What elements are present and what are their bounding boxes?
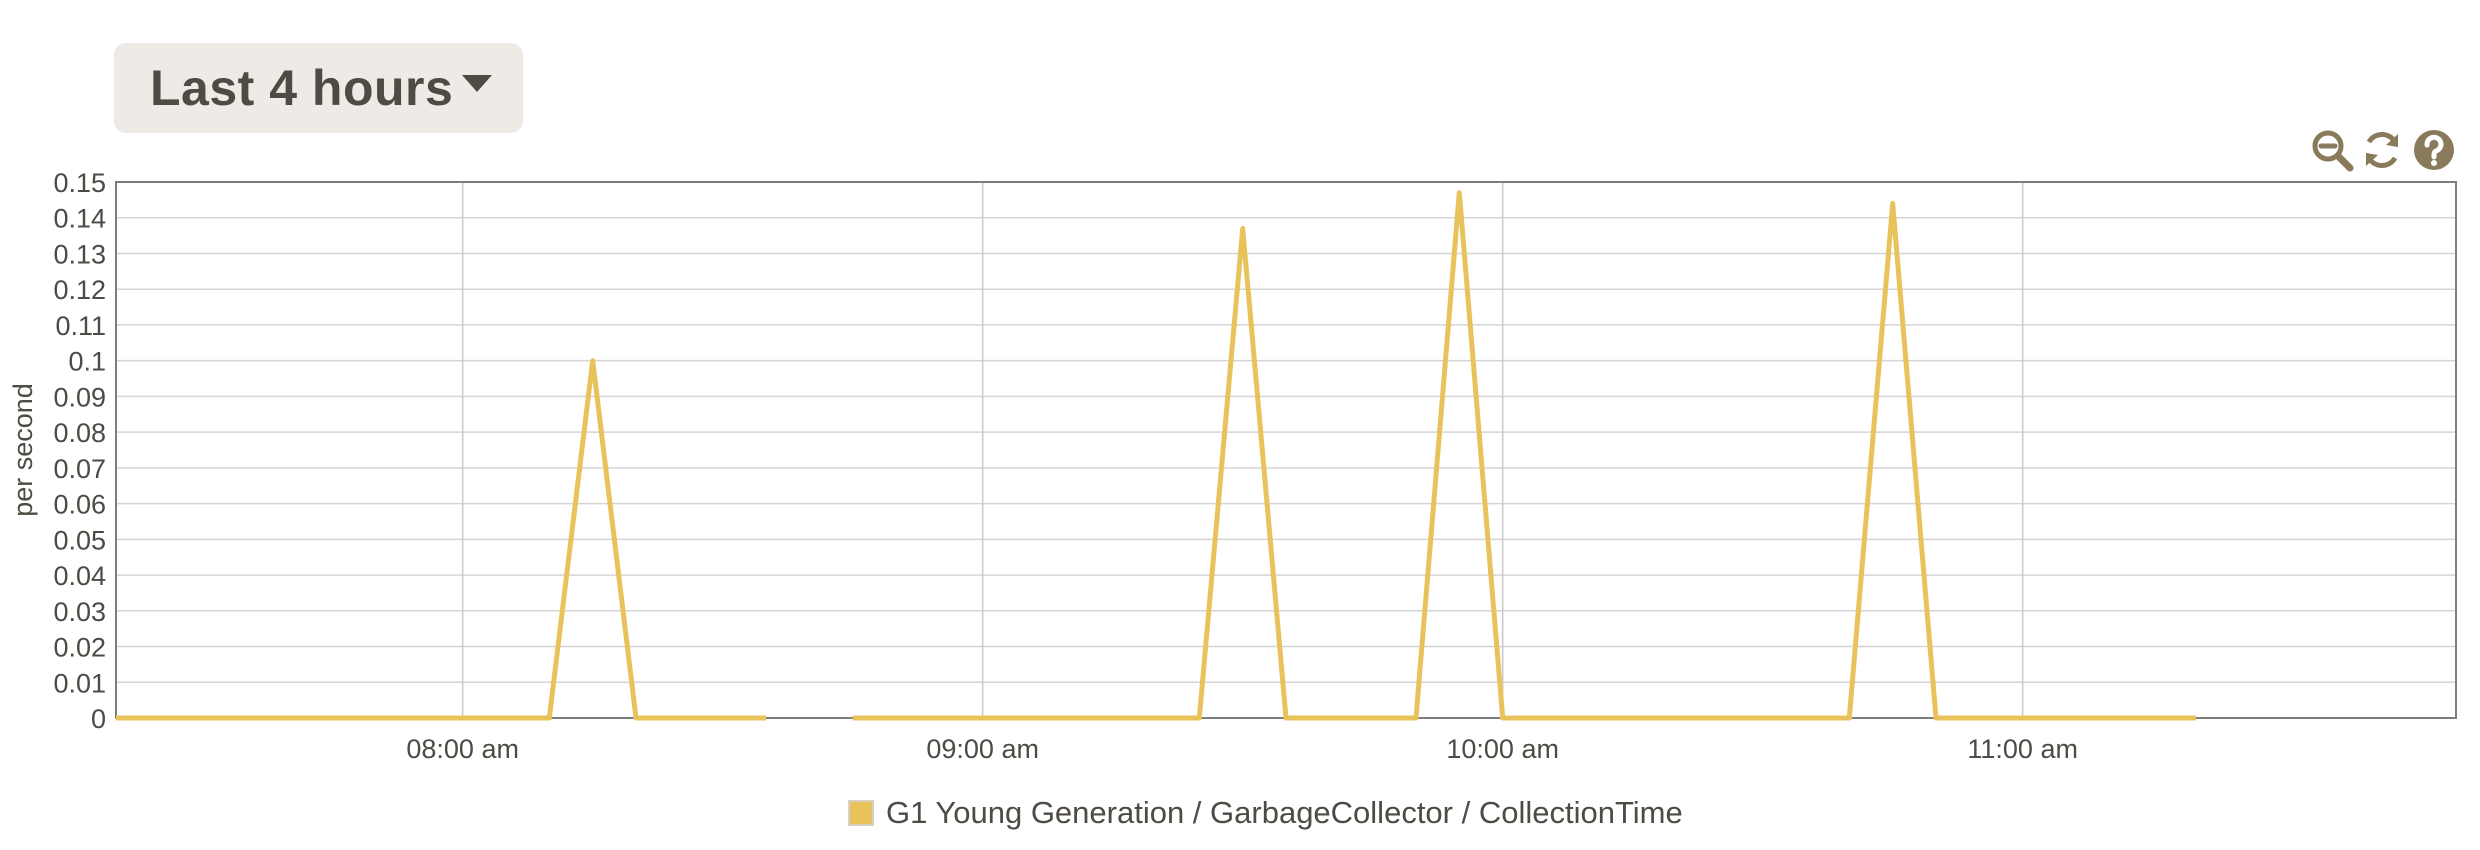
refresh-icon[interactable]: [2360, 128, 2404, 172]
y-tick-label: 0: [91, 704, 106, 734]
x-tick-label: 09:00 am: [926, 734, 1039, 764]
x-tick-label: 08:00 am: [406, 734, 519, 764]
y-axis-label: per second: [8, 383, 38, 517]
line-chart: 0 0.01 0.02 0.03 0.04 0.05 0.06 0.07 0.08 0.09 0.1…: [8, 168, 2457, 764]
help-icon[interactable]: [2412, 128, 2456, 172]
legend-swatch: [848, 800, 874, 826]
y-tick-label: 0.12: [53, 275, 106, 305]
y-tick-label: 0.07: [53, 454, 106, 484]
y-tick-label: 0.01: [53, 668, 106, 698]
plot-border: [115, 181, 2457, 719]
zoom-out-icon[interactable]: [2310, 128, 2354, 172]
y-tick-label: 0.05: [53, 525, 106, 555]
y-tick-label: 0.04: [53, 561, 106, 591]
y-tick-label: 0.08: [53, 418, 106, 448]
chevron-down-icon: [462, 75, 492, 92]
legend-label: G1 Young Generation / GarbageCollector /…: [886, 795, 1683, 830]
y-tick-label: 0.11: [55, 311, 106, 341]
y-tick-label: 0.06: [53, 490, 106, 520]
x-tick-label: 10:00 am: [1446, 734, 1559, 764]
x-tick-label: 11:00 am: [1967, 734, 2078, 764]
legend[interactable]: G1 Young Generation / GarbageCollector /…: [848, 795, 1683, 831]
y-tick-label: 0.03: [53, 597, 106, 627]
series-line-segment: [852, 190, 2196, 721]
y-tick-label: 0.09: [53, 382, 106, 412]
y-tick-label: 0.02: [53, 633, 106, 663]
y-tick-label: 0.13: [53, 239, 106, 269]
time-range-dropdown[interactable]: Last 4 hours: [114, 43, 523, 133]
y-tick-label: 0.1: [68, 347, 106, 377]
series-line-segment: [116, 358, 766, 721]
time-range-label: Last 4 hours: [150, 60, 454, 116]
y-tick-label: 0.14: [53, 204, 106, 234]
y-tick-label: 0.15: [53, 168, 106, 198]
